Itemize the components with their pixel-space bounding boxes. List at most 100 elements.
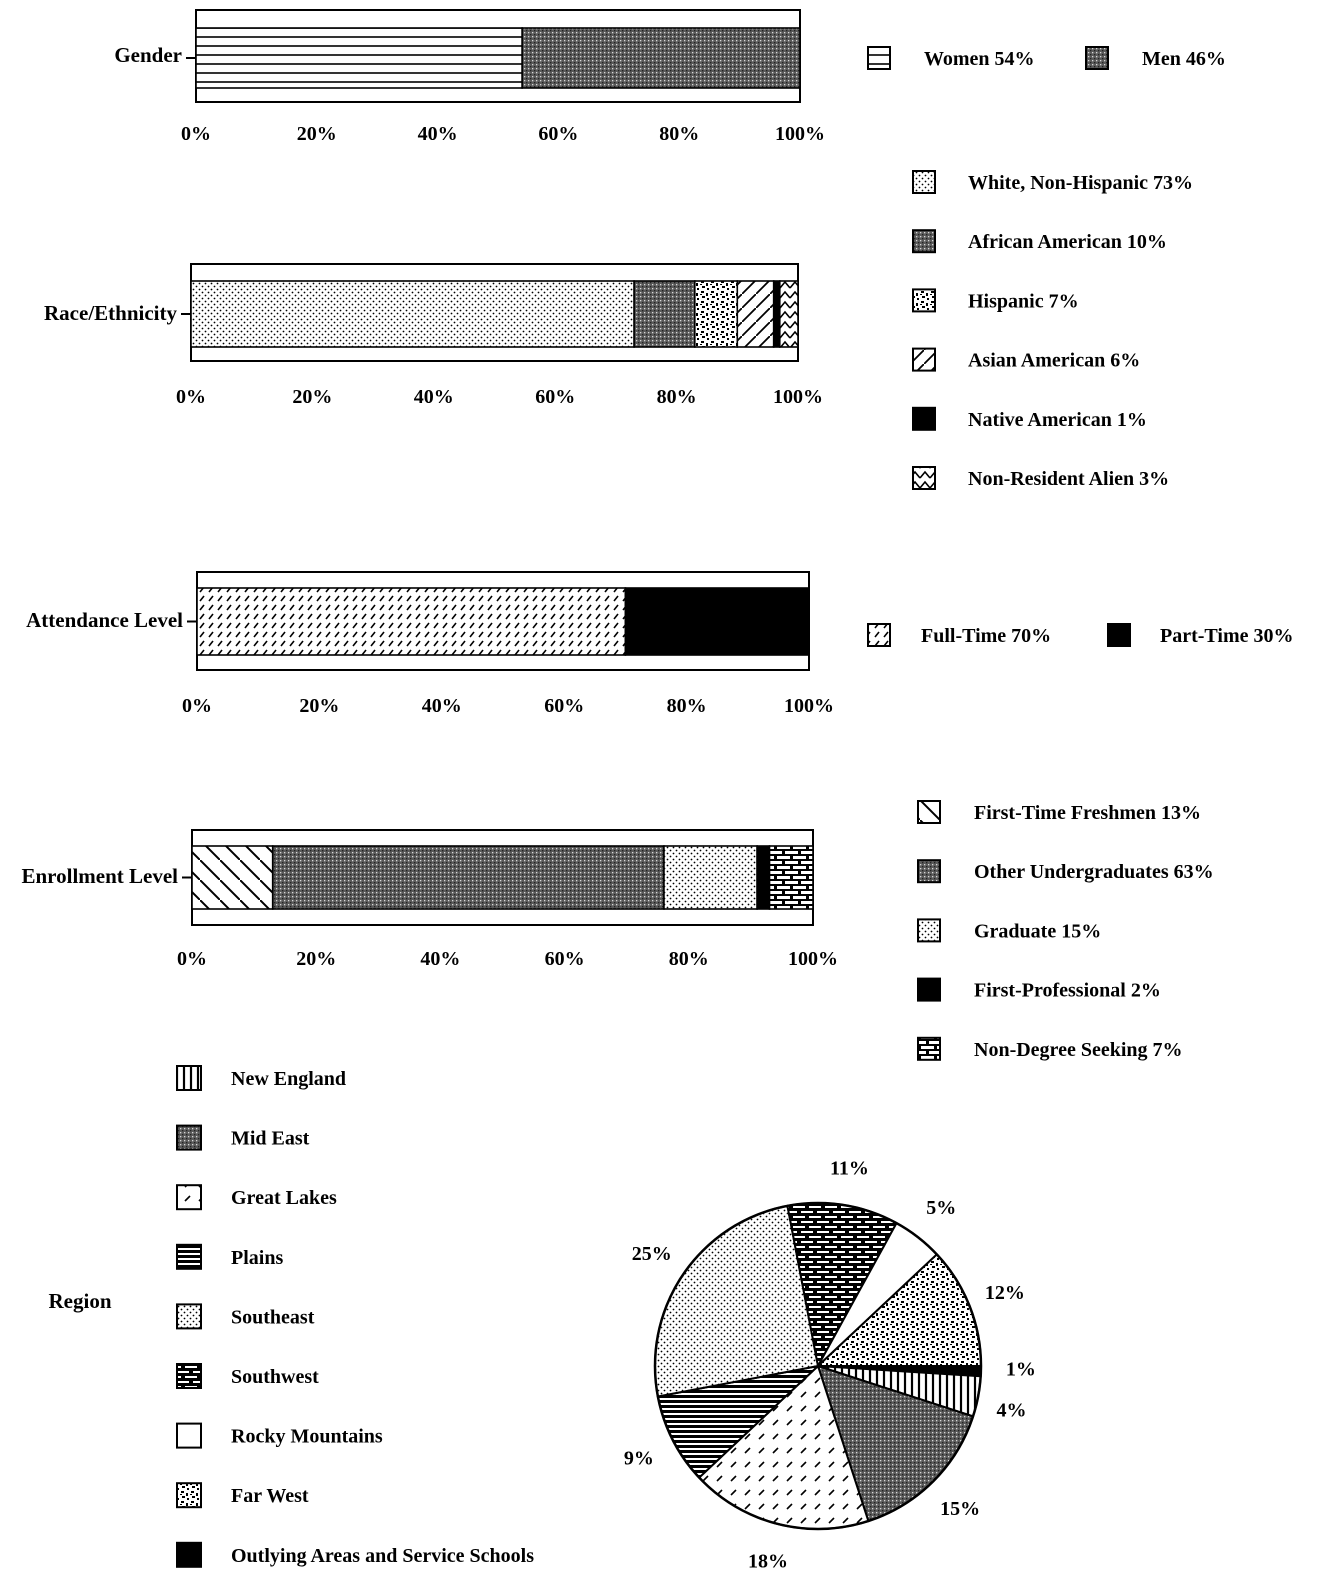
- category-label: Attendance Level: [26, 608, 183, 632]
- x-tick-label: 80%: [659, 123, 699, 145]
- x-tick-label: 40%: [420, 948, 460, 970]
- region-chart: Region New England Mid East Great Lakes Plai…: [49, 1065, 1036, 1569]
- legend-label: Rocky Mountains: [231, 1426, 383, 1448]
- legend-swatch: [912, 288, 936, 313]
- bar-segment-hispanic-7: [694, 280, 739, 348]
- x-tick-label: 0%: [182, 695, 212, 717]
- legend-label: Southwest: [231, 1366, 319, 1388]
- x-tick-label: 80%: [669, 948, 709, 970]
- legend-label: Native American 1%: [968, 409, 1147, 431]
- legend-swatch: [917, 1036, 941, 1061]
- bar-segment-non-degree-seeking-7: [768, 845, 814, 910]
- legend-swatch: [1085, 46, 1109, 70]
- legend-label: Other Undergraduates 63%: [974, 861, 1214, 883]
- category-label: Race/Ethnicity: [44, 301, 177, 325]
- legend-label: Full-Time 70%: [921, 625, 1051, 647]
- legend-swatch: [176, 1363, 202, 1389]
- legend-swatch: [176, 1243, 202, 1270]
- legend-label: Men 46%: [1142, 48, 1226, 70]
- category-label: Enrollment Level: [21, 864, 178, 888]
- legend-swatch: [917, 859, 941, 884]
- x-tick-label: 20%: [292, 386, 332, 408]
- legend-swatch: [176, 1065, 202, 1091]
- legend-label: Part-Time 30%: [1160, 625, 1294, 647]
- legend-label: Plains: [231, 1247, 283, 1269]
- bar-segment-native-american-1: [772, 280, 781, 348]
- x-tick-label: 40%: [418, 123, 458, 145]
- pie-slice-label: 11%: [830, 1157, 869, 1179]
- legend-label: Great Lakes: [231, 1187, 337, 1209]
- legend-swatch: [176, 1124, 202, 1151]
- x-tick-label: 60%: [538, 123, 578, 145]
- x-tick-label: 40%: [422, 695, 462, 717]
- legend-label: New England: [231, 1068, 346, 1090]
- legend-swatch: [912, 406, 936, 431]
- legend-swatch: [912, 466, 936, 490]
- legend-swatch: [1107, 623, 1131, 647]
- category-label: Region: [49, 1289, 112, 1313]
- x-tick-label: 100%: [784, 695, 834, 717]
- legend-label: Non-Resident Alien 3%: [968, 468, 1169, 490]
- x-tick-label: 100%: [773, 386, 823, 408]
- legend-label: African American 10%: [968, 231, 1167, 253]
- gender-chart: Gender 0% 20% 40% 60% 80% 100% Women 54% Men 46%: [114, 9, 1226, 145]
- bar-segment-non-resident-alien-3: [778, 280, 799, 348]
- x-tick-label: 60%: [535, 386, 575, 408]
- legend-label: Graduate 15%: [974, 920, 1101, 942]
- legend-label: First-Time Freshmen 13%: [974, 802, 1201, 824]
- enrollment-level-chart: Enrollment Level 0% 20% 40% 60% 80% 100% First-…: [21, 800, 1214, 1061]
- bar-segment-african-american-10: [633, 280, 696, 348]
- legend-label: First-Professional 2%: [974, 980, 1161, 1002]
- pie-slice-label: 5%: [926, 1197, 956, 1219]
- x-tick-label: 100%: [775, 123, 825, 145]
- legend-swatch: [912, 229, 936, 254]
- pie-slice-label: 18%: [748, 1551, 788, 1569]
- category-label: Gender: [114, 43, 182, 67]
- pie-slice-label: 25%: [632, 1243, 672, 1265]
- pie-slice-label: 1%: [1006, 1358, 1036, 1380]
- attendance-level-chart: Attendance Level 0% 20% 40% 60% 80% 100% Full-T…: [26, 571, 1294, 717]
- bar-segment-part-time-30: [624, 587, 810, 656]
- x-tick-label: 60%: [544, 695, 584, 717]
- bar-segment-asian-american-6: [736, 280, 775, 348]
- legend-swatch: [176, 1303, 202, 1330]
- legend-swatch: [912, 170, 936, 194]
- x-tick-label: 20%: [297, 123, 337, 145]
- bar-segment-first-professional-2: [756, 845, 771, 910]
- legend-swatch: [917, 918, 941, 943]
- bar-segment-graduate-15: [663, 845, 758, 910]
- x-tick-label: 80%: [657, 386, 697, 408]
- legend-swatch: [176, 1184, 202, 1211]
- legend-swatch: [912, 347, 936, 372]
- pie-slice-label: 12%: [985, 1282, 1025, 1304]
- legend-label: Mid East: [231, 1128, 310, 1150]
- legend-label: Non-Degree Seeking 7%: [974, 1039, 1183, 1061]
- race-ethnicity-chart: Race/Ethnicity 0% 20% 40% 60% 80% 100% White, N…: [44, 170, 1193, 490]
- legend-swatch: [176, 1422, 202, 1449]
- legend-swatch: [917, 977, 941, 1002]
- legend-swatch: [176, 1482, 202, 1509]
- x-tick-label: 0%: [177, 948, 207, 970]
- bar-segment-women-54: [195, 27, 523, 89]
- legend-label: Asian American 6%: [968, 350, 1140, 372]
- bar-segment-white-non-hispanic-73: [190, 280, 635, 348]
- bar-segment-other-undergraduates-63: [271, 845, 665, 910]
- legend-label: Far West: [231, 1485, 309, 1507]
- legend-label: Women 54%: [924, 48, 1035, 70]
- legend-swatch: [867, 623, 891, 647]
- legend-swatch: [176, 1541, 202, 1568]
- legend-label: White, Non-Hispanic 73%: [968, 172, 1193, 194]
- x-tick-label: 60%: [545, 948, 585, 970]
- legend-swatch: [867, 46, 891, 70]
- x-tick-label: 80%: [667, 695, 707, 717]
- pie-slice-label: 9%: [624, 1447, 654, 1469]
- x-tick-label: 0%: [181, 123, 211, 145]
- x-tick-label: 40%: [414, 386, 454, 408]
- x-tick-label: 100%: [788, 948, 838, 970]
- bar-segment-men-46: [521, 27, 801, 89]
- legend-label: Outlying Areas and Service Schools: [231, 1545, 534, 1567]
- pie-outline: [653, 1201, 983, 1531]
- x-tick-label: 20%: [299, 695, 339, 717]
- pie-slice-label: 4%: [996, 1400, 1026, 1422]
